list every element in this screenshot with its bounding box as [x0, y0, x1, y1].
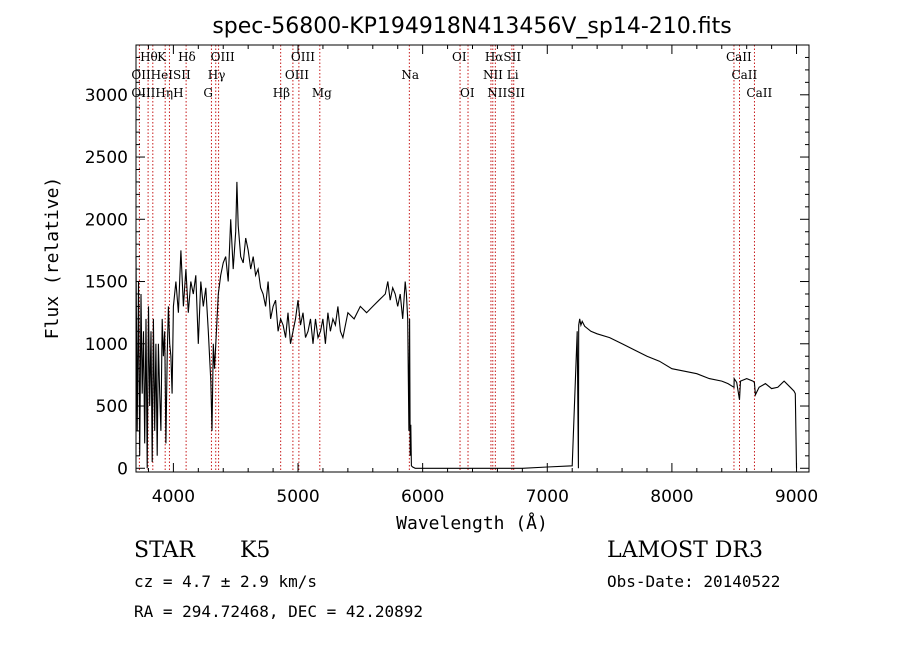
line-label: HαSII [485, 50, 522, 64]
x-tick-label: 5000 [276, 487, 319, 507]
x-tick-label: 4000 [152, 487, 195, 507]
x-tick-label: 7000 [526, 487, 569, 507]
line-label: Mg [312, 86, 332, 100]
line-label: Hθ [140, 50, 158, 64]
line-label: NII Li [483, 68, 519, 82]
y-tick-label: 500 [96, 397, 128, 417]
line-label: Na [401, 68, 419, 82]
line-label: Hδ [178, 50, 196, 64]
redshift-cz: cz = 4.7 ± 2.9 km/s [134, 572, 318, 591]
y-axis-label: Flux (relative) [42, 177, 63, 340]
line-label: OIII [291, 50, 315, 64]
x-tick-label: 8000 [650, 487, 693, 507]
x-axis-label: Wavelength (Å) [396, 512, 548, 534]
x-tick-label: 6000 [401, 487, 444, 507]
line-label: OI [452, 50, 467, 64]
line-label: OIIHeISII [131, 68, 191, 82]
line-label: CaII [746, 86, 772, 100]
survey-name: LAMOST DR3 [607, 538, 763, 563]
y-tick-label: 2500 [85, 148, 128, 168]
series-spectrum [135, 181, 798, 469]
line-label: Hβ [273, 86, 290, 100]
line-label: K [157, 50, 167, 64]
y-tick-label: 1000 [85, 335, 128, 355]
line-label: OIII [211, 50, 235, 64]
object-subclass: K5 [240, 538, 271, 563]
line-label: CaII [731, 68, 757, 82]
line-label: Hγ [208, 68, 226, 82]
y-tick-label: 0 [117, 459, 128, 479]
line-label: NIISII [487, 86, 525, 100]
y-tick-label: 2000 [85, 210, 128, 230]
x-axis: 4000 5000 6000 7000 8000 9000 [147, 45, 818, 507]
series [135, 181, 798, 469]
line-label: OIIIHηH [131, 86, 183, 100]
x-tick-label: 9000 [775, 487, 818, 507]
observation-date: Obs-Date: 20140522 [607, 572, 781, 591]
spectral-lines [138, 45, 755, 472]
y-axis: 0 500 1000 1500 2000 2500 3000 [85, 44, 809, 479]
line-label: CaII [726, 50, 752, 64]
chart-title: spec-56800-KP194918N413456V_sp14-210.fit… [212, 14, 731, 39]
line-label: OIII [285, 68, 309, 82]
y-tick-label: 3000 [85, 86, 128, 106]
object-class: STAR [134, 538, 195, 563]
plot-frame [135, 44, 810, 473]
line-labels: Hθ K Hδ OIII OIII OI HαSII CaII OIIHeISII Hγ OIII N… [131, 50, 772, 100]
line-label: G [203, 86, 213, 100]
coordinates: RA = 294.72468, DEC = 42.20892 [134, 602, 423, 621]
y-tick-label: 1500 [85, 273, 128, 293]
line-label: OI [460, 86, 475, 100]
